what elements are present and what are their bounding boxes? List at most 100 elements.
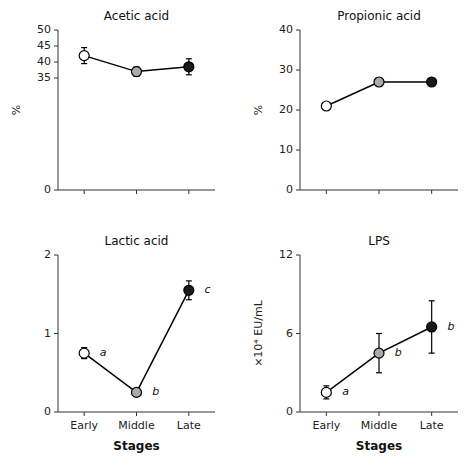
title: Propionic acid bbox=[337, 9, 421, 23]
marker bbox=[374, 77, 384, 87]
y-tick bbox=[54, 190, 58, 191]
y-tick-label: 50 bbox=[37, 23, 51, 36]
x-tick-label: Early bbox=[312, 419, 340, 432]
x-axis bbox=[58, 412, 215, 413]
x-tick bbox=[326, 190, 327, 194]
figure: 035404550Acetic acid%010203040Propionic … bbox=[0, 0, 474, 474]
x-tick bbox=[136, 190, 137, 194]
y-tick-label: 12 bbox=[279, 248, 293, 261]
y-tick-label: 0 bbox=[44, 183, 51, 196]
panel: 012EarlyMiddleLateLactic acidStagesabc bbox=[44, 234, 215, 453]
y-tick-label: 40 bbox=[279, 23, 293, 36]
annotation: c bbox=[205, 283, 211, 296]
x-tick-label: Early bbox=[70, 419, 98, 432]
title: Acetic acid bbox=[104, 9, 169, 23]
y-tick-label: 10 bbox=[279, 143, 293, 156]
x-axis bbox=[300, 412, 458, 413]
y-axis-label: ×10⁴ EU/mL bbox=[252, 299, 265, 367]
x-tick bbox=[84, 190, 85, 194]
x-tick-label: Late bbox=[177, 419, 201, 432]
marker bbox=[132, 387, 142, 397]
y-tick bbox=[296, 30, 300, 31]
x-tick bbox=[188, 190, 189, 194]
x-tick bbox=[136, 412, 137, 416]
error-bar-cap bbox=[376, 372, 382, 373]
title: LPS bbox=[368, 234, 390, 248]
panel: 0 10 20 30 40 Propionic acid% bbox=[252, 9, 458, 196]
line bbox=[326, 327, 431, 392]
y-tick-label: 30 bbox=[279, 63, 293, 76]
y-tick bbox=[54, 255, 58, 256]
x-tick-label: Middle bbox=[118, 419, 155, 432]
panel: 0612EarlyMiddleLateLPS×10⁴ EU/mLStagesab… bbox=[252, 234, 458, 453]
marker bbox=[321, 387, 331, 397]
y-tick-label: 0 bbox=[286, 183, 293, 196]
y-tick bbox=[296, 412, 300, 413]
y-tick-label: 45 bbox=[37, 39, 51, 52]
y-tick bbox=[54, 78, 58, 79]
x-axis bbox=[58, 190, 215, 191]
error-bar-cap bbox=[186, 74, 192, 75]
y-tick bbox=[296, 190, 300, 191]
x-axis-label: Stages bbox=[356, 439, 402, 453]
x-tick bbox=[431, 190, 432, 194]
error-bar-cap bbox=[429, 300, 435, 301]
y-tick-label: 35 bbox=[37, 71, 51, 84]
marks bbox=[79, 281, 194, 397]
line bbox=[84, 290, 189, 392]
marker bbox=[79, 51, 89, 61]
y-tick bbox=[296, 333, 300, 334]
panel: 035404550Acetic acid% bbox=[10, 9, 215, 196]
y-axis bbox=[58, 30, 59, 190]
marker bbox=[184, 285, 194, 295]
y-tick bbox=[54, 62, 58, 63]
x-tick bbox=[188, 412, 189, 416]
y-tick-label: 20 bbox=[279, 103, 293, 116]
y-tick bbox=[296, 110, 300, 111]
error-bar-cap bbox=[429, 353, 435, 354]
error-bar-cap bbox=[186, 299, 192, 300]
error-bar-cap bbox=[186, 58, 192, 59]
y-tick-label: 0 bbox=[44, 405, 51, 418]
annotation: b bbox=[152, 385, 159, 398]
marker bbox=[184, 62, 194, 72]
x-tick bbox=[379, 190, 380, 194]
annotation: a bbox=[342, 385, 349, 398]
y-axis-label: % bbox=[252, 105, 265, 115]
y-tick bbox=[296, 255, 300, 256]
y-tick bbox=[296, 70, 300, 71]
x-axis-label: Stages bbox=[113, 439, 159, 453]
x-axis bbox=[300, 190, 458, 191]
marks bbox=[321, 301, 436, 399]
error-bar-cap bbox=[81, 47, 87, 48]
annotation: b bbox=[447, 320, 454, 333]
x-tick bbox=[84, 412, 85, 416]
marker bbox=[427, 322, 437, 332]
x-tick-label: Late bbox=[420, 419, 444, 432]
y-tick bbox=[54, 46, 58, 47]
y-tick-label: 40 bbox=[37, 55, 51, 68]
marks bbox=[321, 77, 436, 111]
x-tick-label: Middle bbox=[361, 419, 398, 432]
annotation: b bbox=[395, 346, 402, 359]
marker bbox=[321, 101, 331, 111]
annotation: a bbox=[100, 346, 107, 359]
title: Lactic acid bbox=[105, 234, 169, 248]
y-tick-label: 6 bbox=[286, 327, 293, 340]
marker bbox=[132, 67, 142, 77]
y-tick bbox=[296, 150, 300, 151]
y-axis bbox=[58, 255, 59, 412]
y-axis bbox=[300, 255, 301, 412]
marker bbox=[427, 77, 437, 87]
y-axis bbox=[300, 30, 301, 190]
marker bbox=[79, 348, 89, 358]
error-bar-cap bbox=[81, 63, 87, 64]
error-bar-cap bbox=[376, 333, 382, 334]
y-tick bbox=[54, 412, 58, 413]
y-tick-label: 1 bbox=[44, 327, 51, 340]
marker bbox=[374, 348, 384, 358]
x-tick bbox=[431, 412, 432, 416]
error-bar-cap bbox=[323, 398, 329, 399]
error-bar-cap bbox=[323, 385, 329, 386]
x-tick bbox=[326, 412, 327, 416]
